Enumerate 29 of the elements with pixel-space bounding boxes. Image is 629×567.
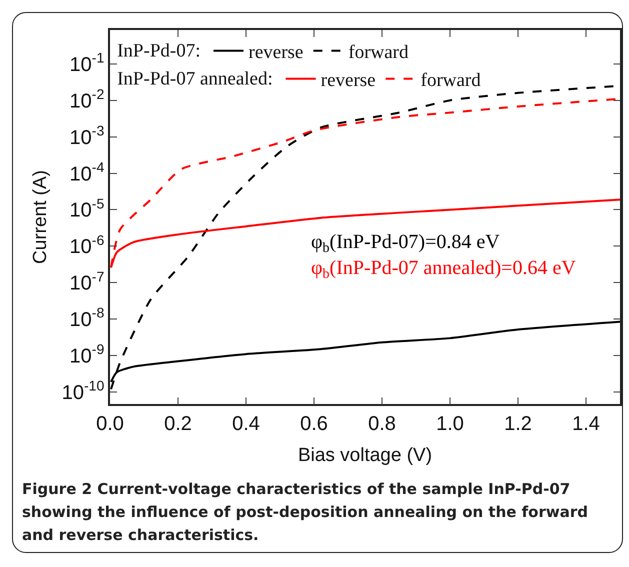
y-tick-label: 10$^{-5}$: [70, 195, 104, 222]
caption: Figure 2 Current-voltage characteristics of the sample InP-Pd-07 showing the influence of post-deposition annealing on the forward and reverse characteristics.: [22, 479, 590, 546]
y-tick-label: 10$^{-8}$: [70, 304, 104, 332]
y-axis-title: Current (A): [30, 170, 52, 264]
x-tick-label: 0.8: [368, 412, 396, 435]
x-tick-label: 0.0: [96, 412, 124, 435]
x-tick-label: 0.6: [300, 412, 328, 435]
y-tick-label: 10$^{-7}$: [70, 268, 104, 295]
legend-label: forward: [420, 70, 482, 92]
annotation: φ$_{b}$(InP-Pd-07 annealed)=0.64 eV: [311, 257, 576, 282]
x-tick-label: 1.0: [436, 412, 464, 435]
y-tick-label: 10$^{-9}$: [70, 341, 104, 368]
x-axis-title: Bias voltage (V): [298, 445, 432, 466]
y-tick-label: 10$^{-6}$: [70, 232, 104, 258]
annotation: InP-Pd-07 annealed:: [117, 68, 273, 90]
annotation: φ$_{b}$(InP-Pd-07)=0.84 eV: [311, 231, 500, 256]
y-tick-label: 10$^{-4}$: [70, 158, 104, 186]
x-tick-label: 0.2: [164, 412, 192, 435]
x-tick-label: 1.2: [504, 412, 532, 435]
legend-label: reverse: [320, 70, 376, 92]
y-tick-label: 10$^{-2}$: [70, 86, 104, 112]
annotation: InP-Pd-07:: [117, 40, 201, 62]
x-tick-label: 1.4: [572, 412, 600, 435]
legend-label: reverse: [248, 42, 304, 64]
y-tick-label: 10$^{-3}$: [70, 122, 104, 149]
y-tick-label: 10$^{-10}$: [62, 378, 104, 404]
y-tick-label: 10$^{-1}$: [70, 49, 104, 76]
x-tick-label: 0.4: [232, 412, 260, 435]
legend-label: forward: [348, 42, 409, 64]
